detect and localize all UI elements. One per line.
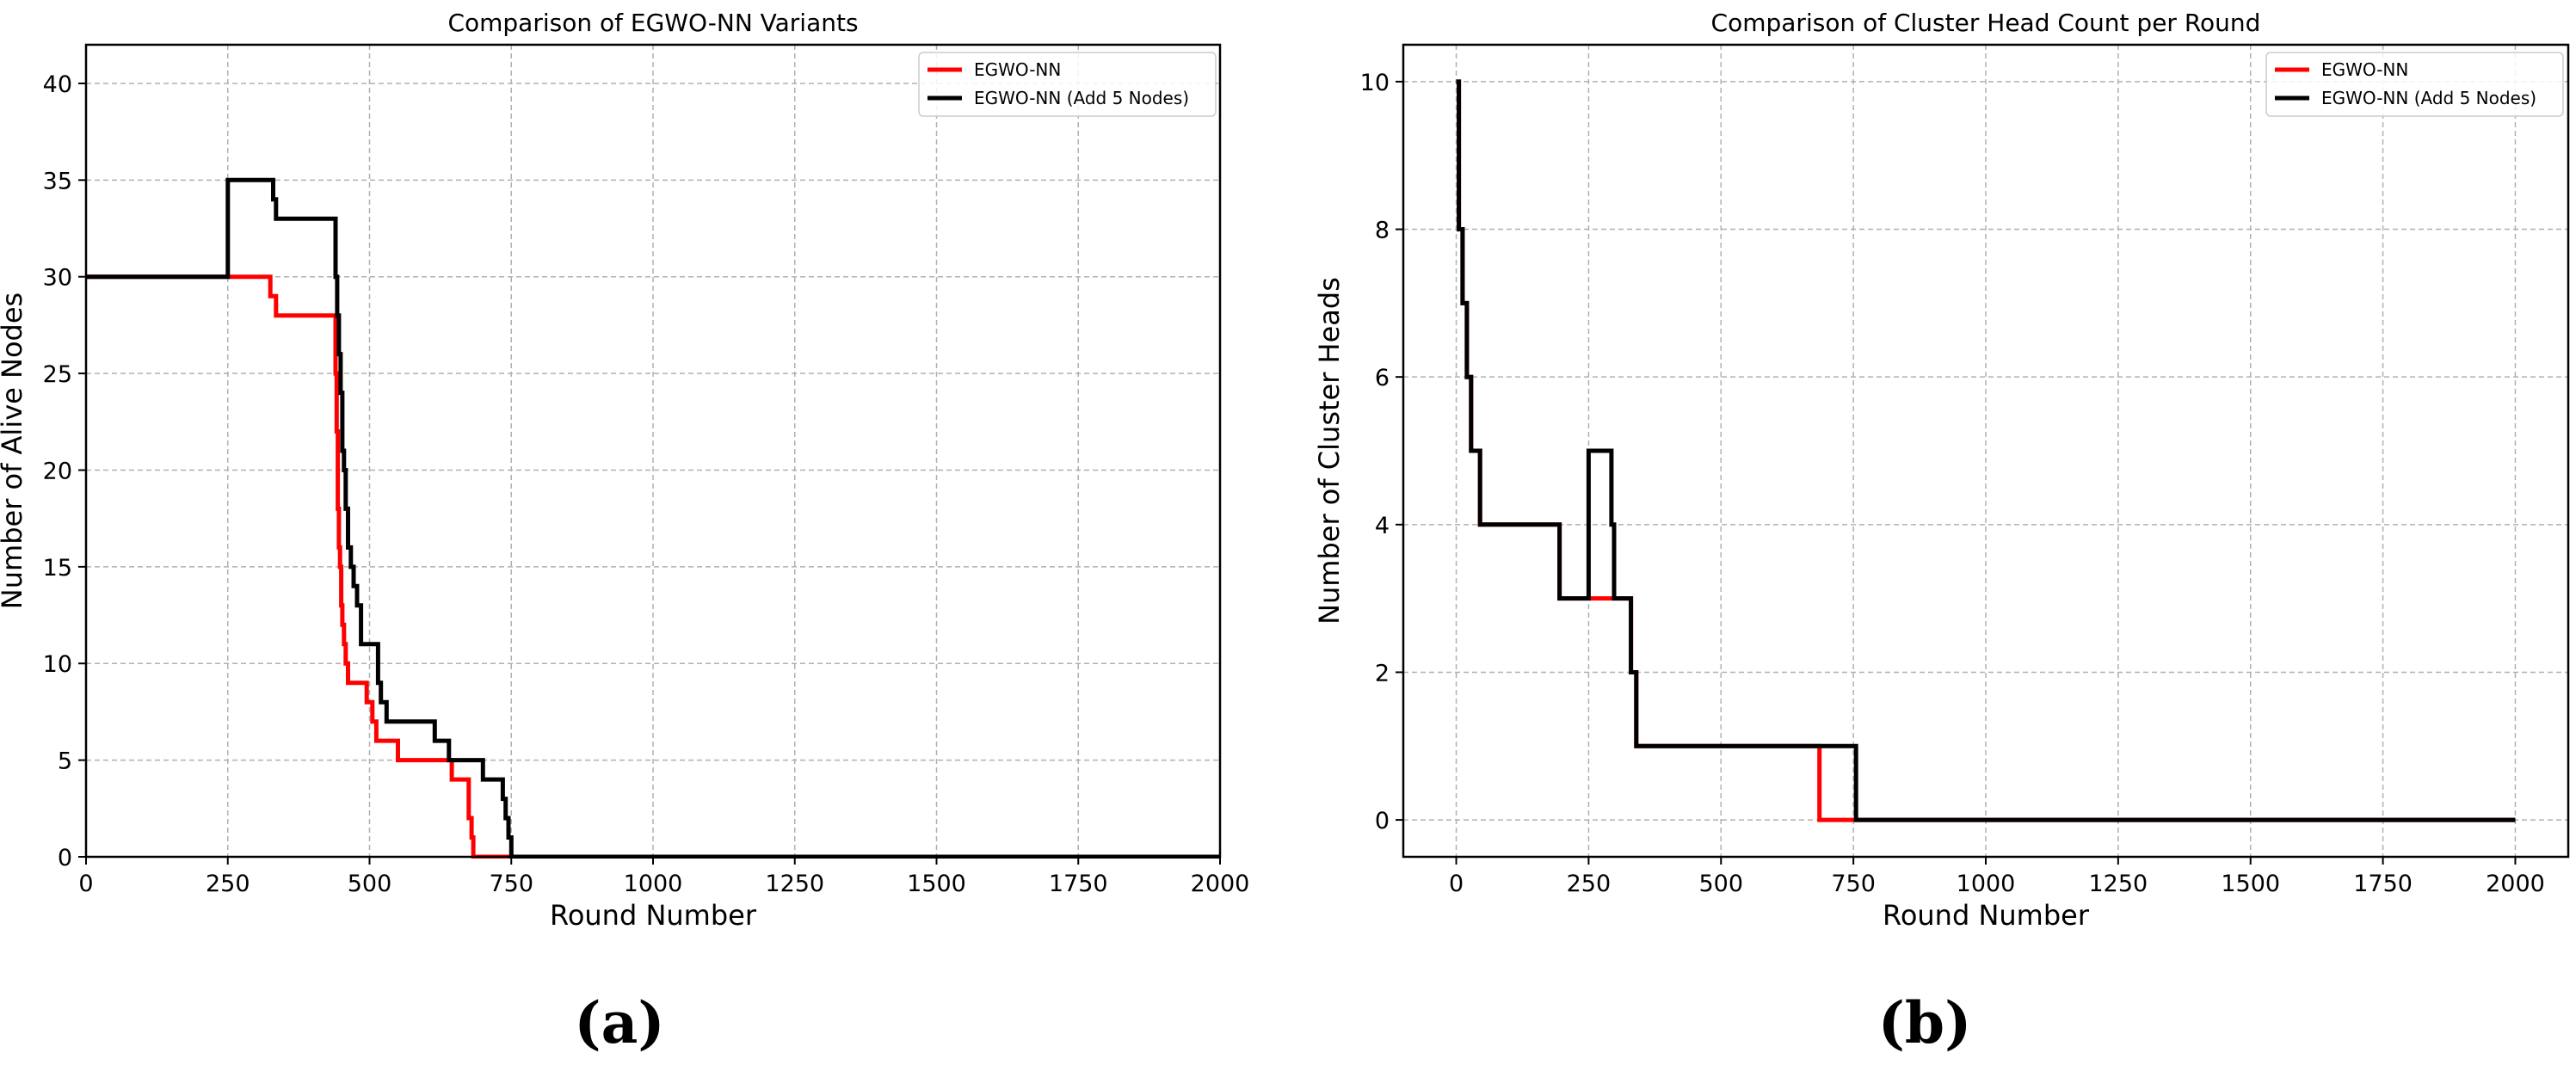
series-group — [1456, 79, 2516, 822]
y-tick-label: 0 — [1375, 808, 1390, 834]
x-tick-label: 1750 — [2353, 871, 2413, 897]
y-tick-label: 15 — [43, 555, 72, 582]
x-tick-label: 2000 — [2486, 871, 2545, 897]
panel-label: (a) — [574, 989, 664, 1056]
x-tick-label: 0 — [78, 871, 93, 897]
x-tick-label: 750 — [489, 871, 533, 897]
panel-label: (b) — [1878, 989, 1972, 1056]
series-group — [86, 177, 1220, 859]
y-tick-label: 20 — [43, 458, 72, 484]
x-tick-label: 500 — [348, 871, 392, 897]
x-tick-label: 750 — [1831, 871, 1876, 897]
chart-a: 0 250 500 750 1000 1250 1500 1750 2000 0 5 10 15 20 25… — [0, 9, 1249, 1056]
legend-label-egwo-nn: EGWO-NN — [974, 59, 1061, 80]
x-tick-label: 1500 — [907, 871, 966, 897]
x-tick-label: 1750 — [1049, 871, 1108, 897]
y-tick-label: 25 — [43, 361, 72, 388]
y-axis-label: Number of Cluster Heads — [1313, 277, 1346, 625]
legend-box — [2265, 52, 2564, 117]
series-line-egwo-nn-add-5-nodes — [86, 177, 1220, 859]
legend-label-egwo-nn-add-5-nodes: EGWO-NN (Add 5 Nodes) — [974, 88, 1189, 108]
x-tick-label: 250 — [206, 871, 250, 897]
x-tick-label: 250 — [1567, 871, 1612, 897]
y-axis-label: Number of Alive Nodes — [0, 292, 28, 609]
y-tick-label: 5 — [58, 748, 72, 775]
y-tick-label: 6 — [1375, 365, 1390, 391]
chart-title: Comparison of EGWO-NN Variants — [447, 9, 858, 37]
y-tick-label: 0 — [58, 845, 72, 871]
y-tick-label: 10 — [1360, 70, 1390, 96]
x-tick-label: 0 — [1449, 871, 1464, 897]
y-tick-label: 4 — [1375, 513, 1390, 539]
chart-title: Comparison of Cluster Head Count per Rou… — [1711, 9, 2261, 37]
x-tick-label: 1250 — [765, 871, 824, 897]
x-tick-label: 2000 — [1191, 871, 1250, 897]
legend-label-egwo-nn-add-5-nodes: EGWO-NN (Add 5 Nodes) — [2321, 88, 2536, 108]
x-tick-label: 1500 — [2221, 871, 2280, 897]
y-tick-label: 8 — [1375, 218, 1390, 244]
chart-b: 0 250 500 750 1000 1250 1500 1750 2000 0 2 4 6 8 10 Com… — [1313, 9, 2570, 1056]
x-tick-label: 500 — [1698, 871, 1743, 897]
x-tick-label: 1250 — [2089, 871, 2148, 897]
x-tick-label: 1000 — [624, 871, 683, 897]
y-tick-label: 2 — [1375, 660, 1390, 686]
legend-label-egwo-nn: EGWO-NN — [2321, 59, 2408, 80]
y-tick-label: 40 — [43, 71, 72, 98]
x-tick-label: 1000 — [1957, 871, 2016, 897]
series-line-egwo-nn-add-5-nodes — [1456, 79, 2516, 822]
series-line-egwo-nn — [86, 274, 1220, 859]
legend-box — [918, 52, 1217, 117]
x-axis-label: Round Number — [1883, 899, 2090, 932]
y-tick-label: 10 — [43, 651, 72, 678]
x-axis-label: Round Number — [550, 899, 757, 932]
y-tick-label: 30 — [43, 265, 72, 292]
y-tick-label: 35 — [43, 168, 72, 194]
